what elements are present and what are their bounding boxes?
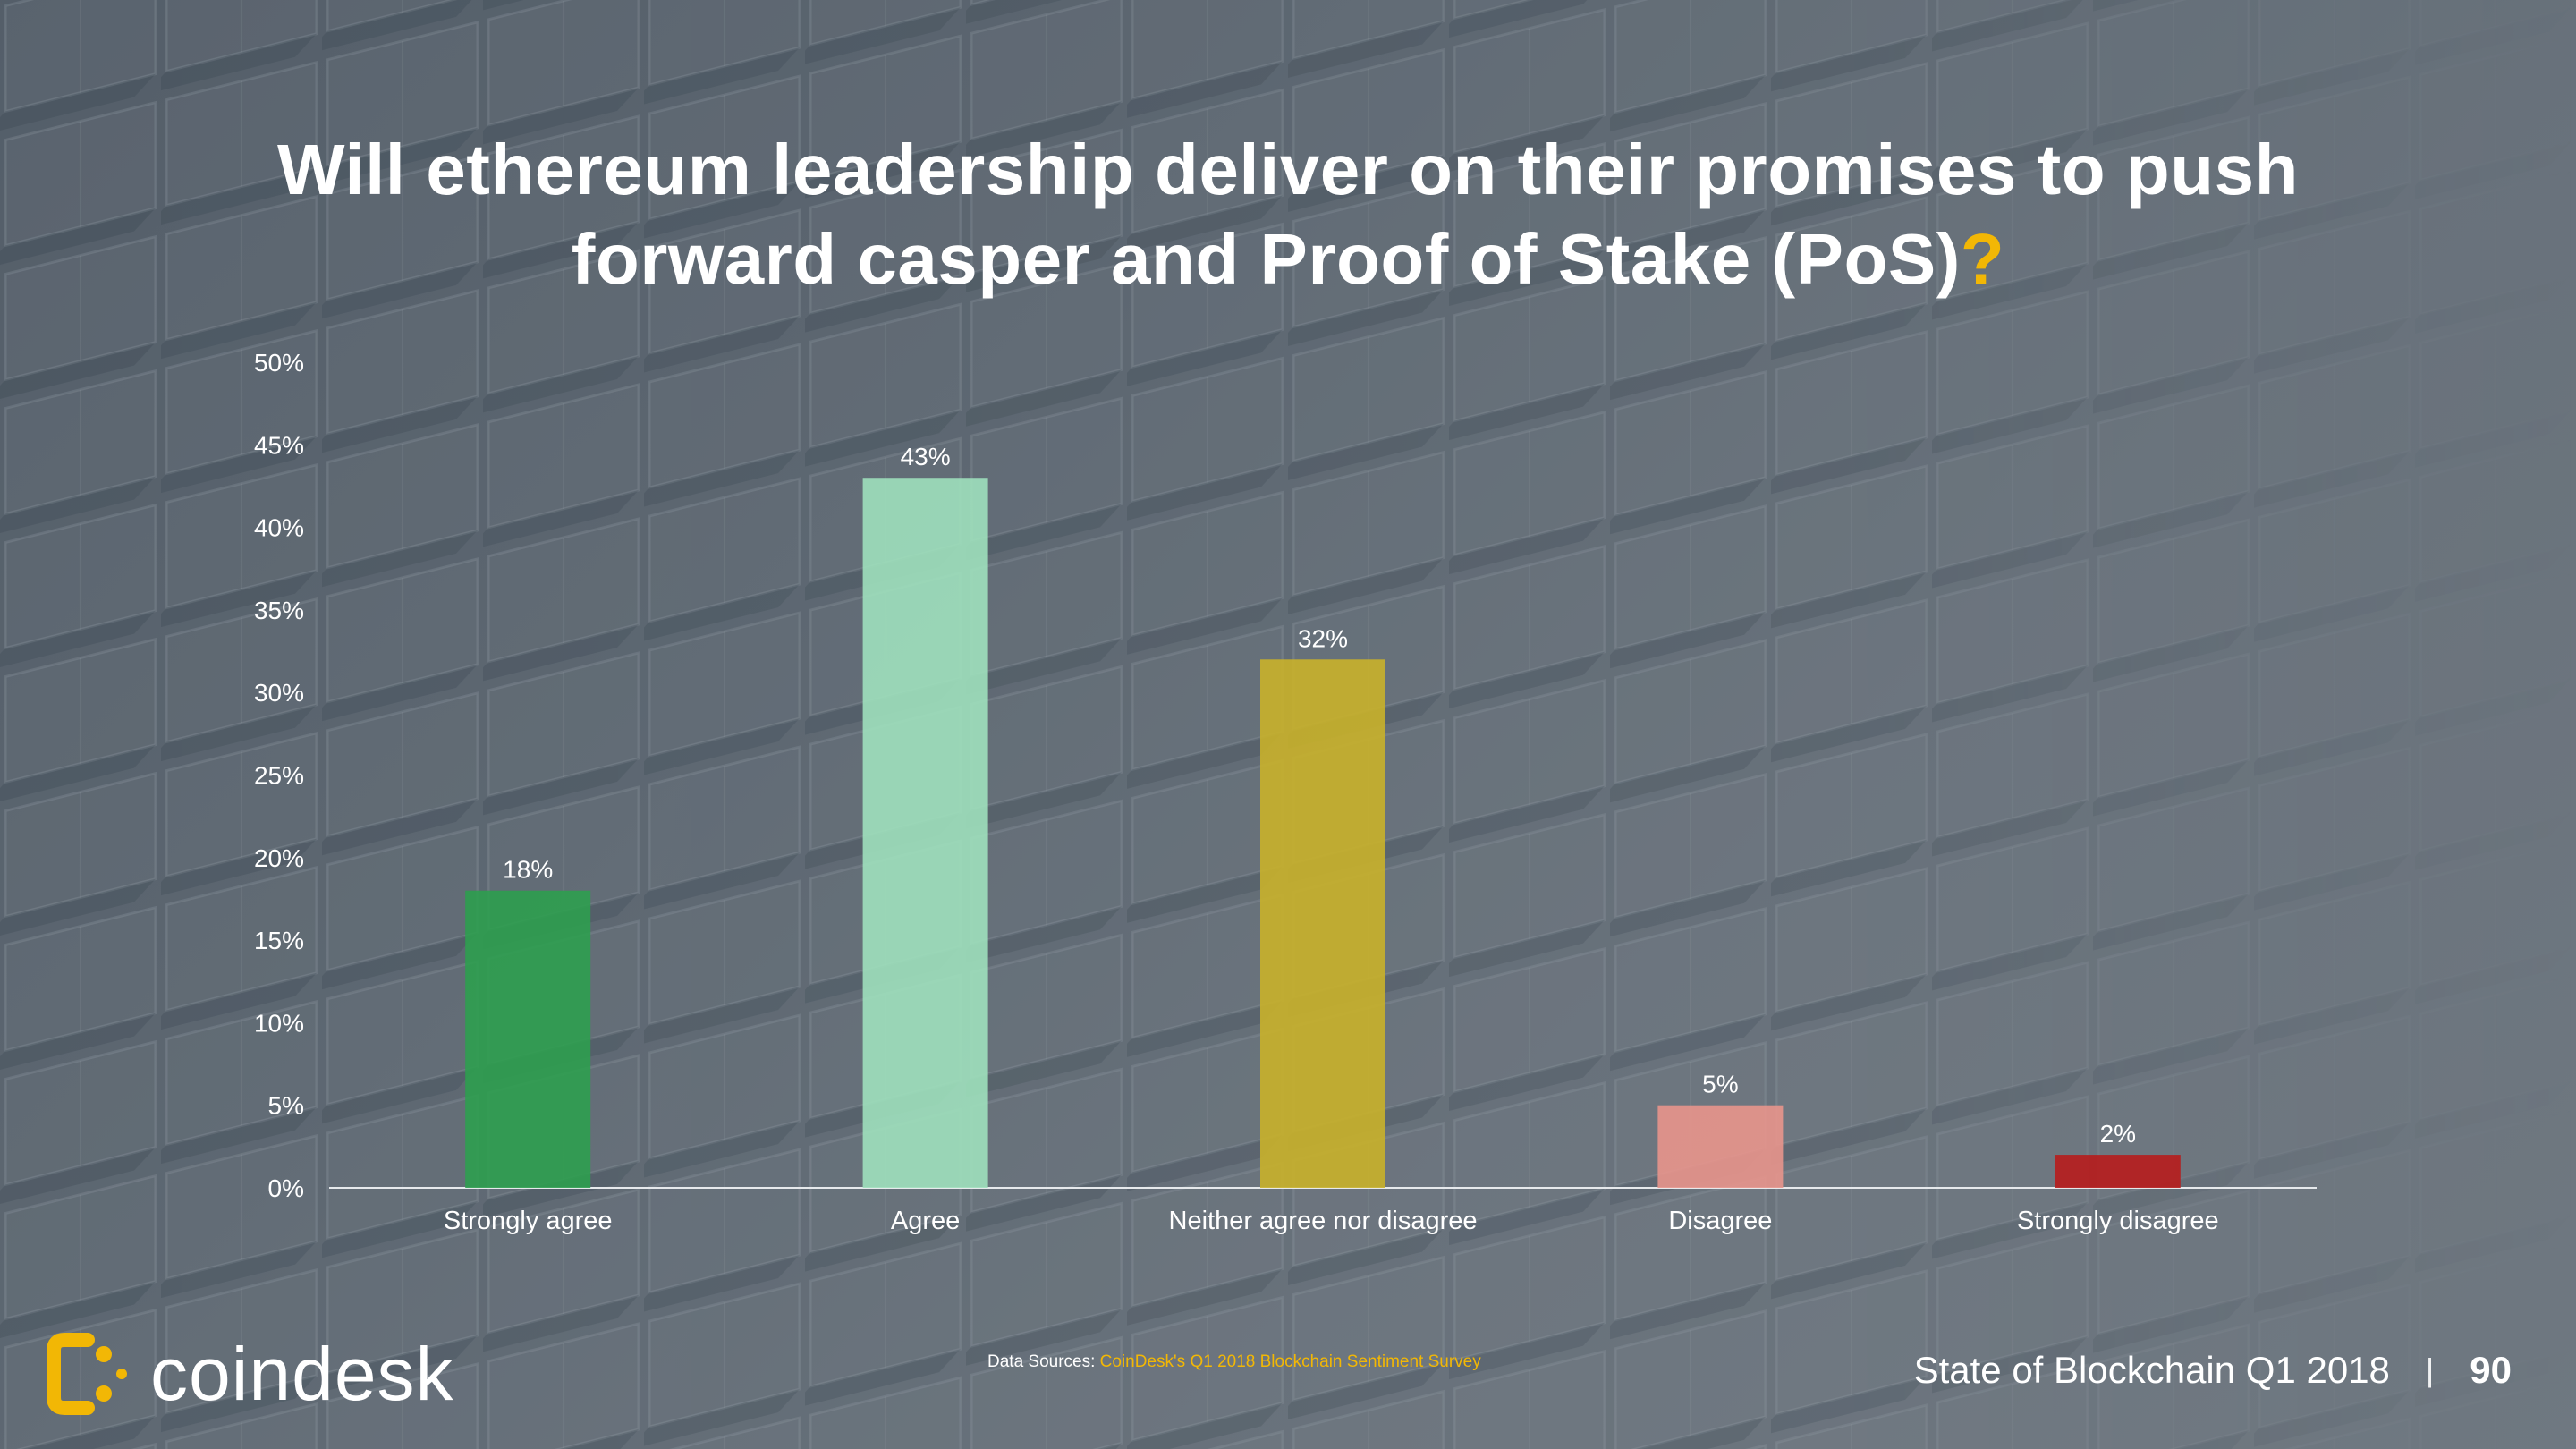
y-tick-label: 15% [254,927,304,954]
y-tick-label: 25% [254,762,304,790]
bar-value-label: 5% [1702,1071,1738,1098]
chart-title: Will ethereum leadership deliver on thei… [161,125,2415,304]
y-tick-label: 40% [254,514,304,542]
y-tick-label: 30% [254,679,304,707]
data-sources-prefix: Data Sources: [987,1352,1100,1371]
report-name: State of Blockchain Q1 2018 [1913,1349,2390,1391]
bar-value-label: 2% [2100,1120,2136,1148]
value-labels: 18% 43% 32% 5% 2% [503,443,2136,1148]
data-sources-note: Data Sources: CoinDesk's Q1 2018 Blockch… [987,1352,1481,1372]
bar-value-label: 32% [1298,624,1348,652]
y-tick-label: 45% [254,431,304,459]
footer-separator: | [2425,1352,2435,1388]
x-tick-label: Disagree [1668,1207,1772,1235]
y-tick-label: 35% [254,597,304,624]
x-tick-label: Neither agree nor disagree [1169,1207,1478,1235]
bar-value-label: 43% [901,443,951,470]
page-number: 90 [2470,1349,2512,1391]
bar[interactable] [1657,1105,1784,1188]
y-tick-label: 20% [254,844,304,872]
x-tick-label: Strongly disagree [2017,1207,2219,1235]
chart-title-question-mark: ? [1960,219,2005,299]
y-tick-label: 0% [268,1174,304,1202]
report-footer: State of Blockchain Q1 2018 | 90 [1914,1349,2512,1392]
y-tick-label: 50% [254,349,304,377]
coindesk-logo[interactable]: coindesk [45,1331,454,1417]
x-axis: Strongly agree Agree Neither agree nor dis… [444,1207,2219,1235]
y-axis: 0% 5% 10% 15% 20% 25% 30% 35% 40% 45% 50% [254,349,304,1202]
logo-wordmark: coindesk [150,1332,454,1416]
x-tick-label: Agree [891,1207,960,1235]
chart-title-text: Will ethereum leadership deliver on thei… [277,130,2299,299]
bar-value-label: 18% [503,856,553,884]
data-sources-link[interactable]: CoinDesk's Q1 2018 Blockchain Sentiment … [1099,1352,1481,1371]
coindesk-logo-icon [47,1333,127,1415]
x-tick-label: Strongly agree [444,1207,613,1235]
bars [465,478,2181,1188]
bar[interactable] [2055,1155,2181,1188]
y-tick-label: 10% [254,1009,304,1037]
bar[interactable] [465,890,591,1188]
bar[interactable] [1260,659,1385,1188]
bar[interactable] [862,478,988,1188]
y-tick-label: 5% [268,1092,304,1120]
